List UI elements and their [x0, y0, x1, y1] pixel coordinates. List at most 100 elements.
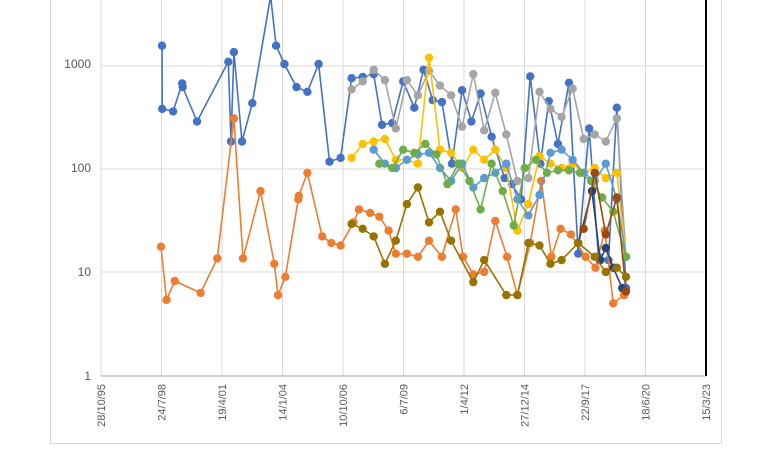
data-point: [347, 219, 356, 229]
data-point: [358, 77, 367, 86]
series-line: [351, 68, 627, 257]
data-point: [621, 287, 631, 296]
data-point: [327, 238, 336, 248]
data-point: [391, 124, 400, 133]
data-point: [590, 168, 599, 177]
chart: 1 10 100 1000 28/10/95 24/7/98 19/4/01 14/1/04 1…: [64, 0, 713, 427]
data-point: [579, 134, 588, 144]
data-point: [590, 130, 599, 139]
data-point: [432, 150, 441, 159]
data-point: [369, 232, 378, 241]
data-point: [524, 238, 533, 248]
x-tick-label: 18/6/20: [641, 384, 653, 421]
data-point: [487, 132, 496, 141]
data-point: [424, 218, 434, 227]
data-point: [454, 159, 463, 168]
data-point: [502, 252, 512, 261]
data-point: [303, 87, 312, 97]
data-point: [467, 117, 476, 126]
data-point: [568, 155, 577, 164]
data-point: [384, 226, 393, 235]
data-point: [229, 114, 239, 123]
data-point: [399, 145, 408, 154]
data-point: [612, 103, 621, 112]
data-point: [575, 168, 585, 177]
data-point: [546, 259, 555, 268]
data-point: [437, 252, 447, 261]
data-point: [273, 290, 283, 300]
data-point: [491, 145, 500, 154]
data-point: [158, 104, 167, 114]
x-tick-label: 27/12/14: [520, 384, 532, 427]
data-point: [557, 112, 566, 122]
y-tick-label: 1: [84, 369, 91, 383]
data-point: [612, 114, 621, 123]
data-point: [601, 137, 610, 146]
data-point: [369, 145, 378, 154]
data-point: [428, 95, 437, 105]
data-point: [542, 168, 552, 177]
data-point: [443, 179, 452, 189]
data-point: [325, 157, 334, 166]
data-point: [354, 205, 364, 214]
data-point: [612, 168, 621, 177]
data-point: [402, 199, 412, 209]
data-point: [347, 153, 356, 163]
data-point: [369, 65, 378, 75]
data-point: [526, 72, 535, 81]
data-point: [564, 166, 574, 175]
data-point: [292, 82, 301, 92]
data-point: [513, 176, 522, 186]
data-point: [579, 224, 588, 233]
data-point: [546, 104, 555, 114]
data-point: [424, 53, 434, 62]
data-point: [601, 267, 610, 277]
data-point: [388, 163, 397, 173]
data-point: [612, 193, 621, 202]
x-tick-label: 24/7/98: [157, 384, 169, 421]
data-point: [375, 212, 384, 221]
data-point: [446, 148, 456, 157]
data-point: [413, 252, 423, 261]
data-point: [224, 57, 233, 66]
chart-frame: 1 10 100 1000 28/10/95 24/7/98 19/4/01 14/1/04 1…: [50, 0, 722, 444]
data-point: [437, 97, 447, 107]
data-point: [280, 59, 289, 69]
data-point: [424, 148, 434, 157]
data-point: [556, 224, 565, 233]
y-tick-label: 100: [71, 161, 91, 175]
data-point: [621, 272, 631, 281]
data-point: [524, 211, 533, 220]
data-point: [192, 117, 202, 126]
data-point: [480, 267, 489, 277]
data-point: [469, 69, 478, 79]
x-tick-label: 14/1/04: [278, 384, 290, 421]
data-point: [446, 236, 456, 245]
data-point: [410, 103, 419, 112]
data-point: [491, 88, 500, 97]
data-point: [213, 254, 222, 263]
data-point: [238, 254, 248, 263]
x-tick-label: 28/10/95: [96, 384, 108, 427]
data-point: [435, 81, 445, 90]
data-point: [447, 159, 457, 168]
data-point: [410, 148, 419, 157]
data-point: [500, 173, 509, 183]
data-point: [281, 272, 290, 281]
data-point: [303, 168, 312, 177]
data-point: [590, 252, 599, 261]
data-point: [365, 208, 375, 218]
data-point: [524, 173, 533, 183]
data-point: [336, 153, 345, 163]
x-tick-label: 10/10/06: [338, 384, 350, 427]
data-point: [170, 276, 179, 286]
y-tick-label: 1000: [64, 57, 91, 71]
data-point: [476, 89, 485, 98]
x-tick-label: 22/9/17: [580, 384, 592, 421]
data-point: [509, 221, 518, 230]
x-tick-label: 6/7/09: [399, 384, 411, 415]
data-point: [457, 122, 467, 131]
data-point: [157, 41, 167, 50]
data-point: [469, 277, 478, 287]
data-point: [568, 84, 577, 93]
